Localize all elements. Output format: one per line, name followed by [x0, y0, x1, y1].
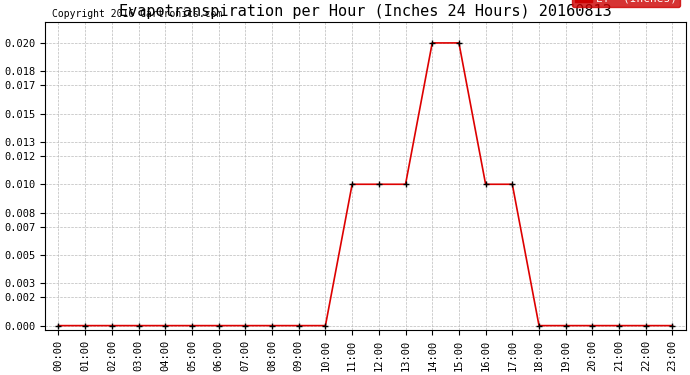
Title: Evapotranspiration per Hour (Inches 24 Hours) 20160813: Evapotranspiration per Hour (Inches 24 H…: [119, 4, 612, 19]
Text: Copyright 2016 Cartronics.com: Copyright 2016 Cartronics.com: [52, 9, 222, 19]
Legend: ET  (Inches): ET (Inches): [571, 0, 680, 7]
